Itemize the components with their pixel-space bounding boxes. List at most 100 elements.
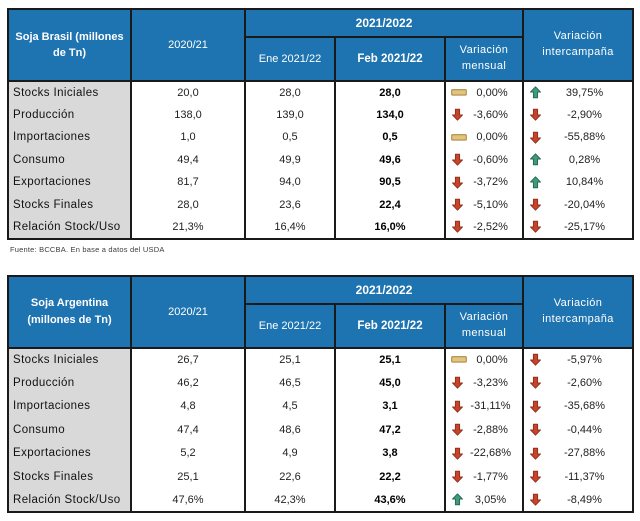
var-mensual-cell: -31,11%: [443, 394, 525, 418]
row-label: Stocks Iniciales: [7, 347, 132, 371]
value-feb-2021-22: 47,2: [334, 418, 446, 442]
var-mensual-value: -2,52%: [473, 220, 508, 233]
var-intercampana-cell: -55,88%: [522, 126, 635, 149]
var-intercampana-cell: -2,90%: [522, 103, 635, 126]
value-feb-2021-22: 22,4: [334, 193, 446, 216]
var-mensual-cell: 0,00%: [443, 126, 525, 149]
argentina-table-header: Soja Argentina (millones de Tn) 2020/21 …: [7, 274, 635, 349]
table-row: Stocks Iniciales 20,0 28,0 28,0 0,00% 39,75%: [7, 81, 635, 104]
var-mensual-cell: 0,00%: [443, 347, 525, 371]
row-label: Stocks Finales: [7, 193, 132, 216]
flat-bar-icon: [451, 355, 467, 364]
col-header-ene: Ene 2021/22: [244, 36, 336, 82]
flat-bar-icon: [451, 133, 467, 142]
var-intercampana-cell: -20,04%: [522, 193, 635, 216]
table-row: Importaciones 4,8 4,5 3,1 -31,11% -35,68%: [7, 394, 635, 418]
var-mensual-value: -0,60%: [473, 153, 508, 166]
value-2020-21: 20,0: [130, 81, 246, 104]
value-2020-21: 26,7: [130, 347, 246, 371]
row-label: Stocks Finales: [7, 465, 132, 489]
table-row: Relación Stock/Uso 47,6% 42,3% 43,6% 3,05% -8…: [7, 488, 635, 512]
var-mensual-value: -1,77%: [473, 470, 508, 483]
down-arrow-icon: [529, 400, 542, 413]
var-intercampana-value: 0,28%: [568, 153, 601, 166]
value-ene-2021-22: 49,9: [244, 148, 336, 171]
table-row: Stocks Iniciales 26,7 25,1 25,1 0,00% -5,97%: [7, 347, 635, 371]
var-intercampana-value: -25,17%: [564, 220, 605, 233]
down-arrow-icon: [529, 220, 542, 233]
argentina-table: Soja Argentina (millones de Tn) 2020/21 …: [7, 274, 635, 513]
value-ene-2021-22: 23,6: [244, 193, 336, 216]
row-label: Consumo: [7, 148, 132, 171]
down-arrow-icon: [529, 353, 542, 366]
value-ene-2021-22: 28,0: [244, 81, 336, 104]
table-row: Stocks Finales 28,0 23,6 22,4 -5,10% -20,04%: [7, 193, 635, 216]
value-2020-21: 49,4: [130, 148, 246, 171]
var-mensual-cell: -2,52%: [443, 216, 525, 239]
table-row: Consumo 49,4 49,9 49,6 -0,60% 0,28%: [7, 148, 635, 171]
down-arrow-icon: [529, 376, 542, 389]
var-intercampana-cell: -11,37%: [522, 465, 635, 489]
var-intercampana-cell: -27,88%: [522, 441, 635, 465]
table-row: Exportaciones 81,7 94,0 90,5 -3,72% 10,84%: [7, 171, 635, 194]
var-mensual-value: -22,68%: [470, 447, 511, 460]
up-arrow-icon: [529, 86, 542, 99]
var-intercampana-cell: -5,97%: [522, 347, 635, 371]
value-2020-21: 138,0: [130, 103, 246, 126]
col-header-var-mensual: Variación mensual: [443, 302, 525, 349]
var-mensual-value: -31,11%: [470, 400, 511, 413]
down-arrow-icon: [451, 447, 464, 460]
value-ene-2021-22: 16,4%: [244, 216, 336, 239]
var-mensual-cell: -1,77%: [443, 465, 525, 489]
value-ene-2021-22: 4,9: [244, 441, 336, 465]
value-2020-21: 47,6%: [130, 488, 246, 512]
row-label: Importaciones: [7, 394, 132, 418]
var-mensual-cell: -3,23%: [443, 371, 525, 395]
var-mensual-cell: -5,10%: [443, 193, 525, 216]
col-header-var-intercampana: Variación intercampaña: [522, 8, 635, 82]
var-mensual-cell: -2,88%: [443, 418, 525, 442]
down-arrow-icon: [451, 108, 464, 121]
down-arrow-icon: [451, 198, 464, 211]
var-mensual-cell: -22,68%: [443, 441, 525, 465]
var-intercampana-cell: -35,68%: [522, 394, 635, 418]
value-2020-21: 28,0: [130, 193, 246, 216]
value-2020-21: 5,2: [130, 441, 246, 465]
var-intercampana-value: -27,88%: [564, 447, 605, 460]
row-label: Exportaciones: [7, 171, 132, 194]
var-mensual-cell: -3,60%: [443, 103, 525, 126]
col-header-2020-21: 2020/21: [130, 8, 246, 82]
value-ene-2021-22: 46,5: [244, 371, 336, 395]
var-intercampana-value: -8,49%: [567, 493, 602, 506]
var-mensual-value: 0,00%: [476, 86, 508, 99]
value-2020-21: 46,2: [130, 371, 246, 395]
col-header-2020-21: 2020/21: [130, 274, 246, 349]
table-row: Stocks Finales 25,1 22,6 22,2 -1,77% -11,37%: [7, 465, 635, 489]
var-intercampana-value: -55,88%: [564, 131, 605, 144]
col-group-2021-2022: 2021/2022: [243, 274, 525, 305]
value-ene-2021-22: 94,0: [244, 171, 336, 194]
down-arrow-icon: [529, 131, 542, 144]
value-feb-2021-22: 22,2: [334, 465, 446, 489]
var-mensual-value: 0,00%: [476, 353, 508, 366]
up-arrow-icon: [451, 493, 464, 506]
col-header-var-mensual: Variación mensual: [443, 36, 525, 82]
col-group-2021-2022: 2021/2022: [243, 8, 525, 38]
var-intercampana-cell: 10,84%: [522, 171, 635, 194]
value-feb-2021-22: 49,6: [334, 148, 446, 171]
value-ene-2021-22: 42,3%: [244, 488, 336, 512]
var-mensual-value: -3,60%: [473, 108, 508, 121]
value-2020-21: 21,3%: [130, 216, 246, 239]
value-feb-2021-22: 28,0: [334, 81, 446, 104]
row-label: Consumo: [7, 418, 132, 442]
value-ene-2021-22: 25,1: [244, 347, 336, 371]
value-feb-2021-22: 0,5: [334, 126, 446, 149]
down-arrow-icon: [451, 220, 464, 233]
row-label: Producción: [7, 371, 132, 395]
down-arrow-icon: [451, 400, 464, 413]
value-ene-2021-22: 139,0: [244, 103, 336, 126]
value-2020-21: 1,0: [130, 126, 246, 149]
table-row: Exportaciones 5,2 4,9 3,8 -22,68% -27,88%: [7, 441, 635, 465]
value-2020-21: 25,1: [130, 465, 246, 489]
